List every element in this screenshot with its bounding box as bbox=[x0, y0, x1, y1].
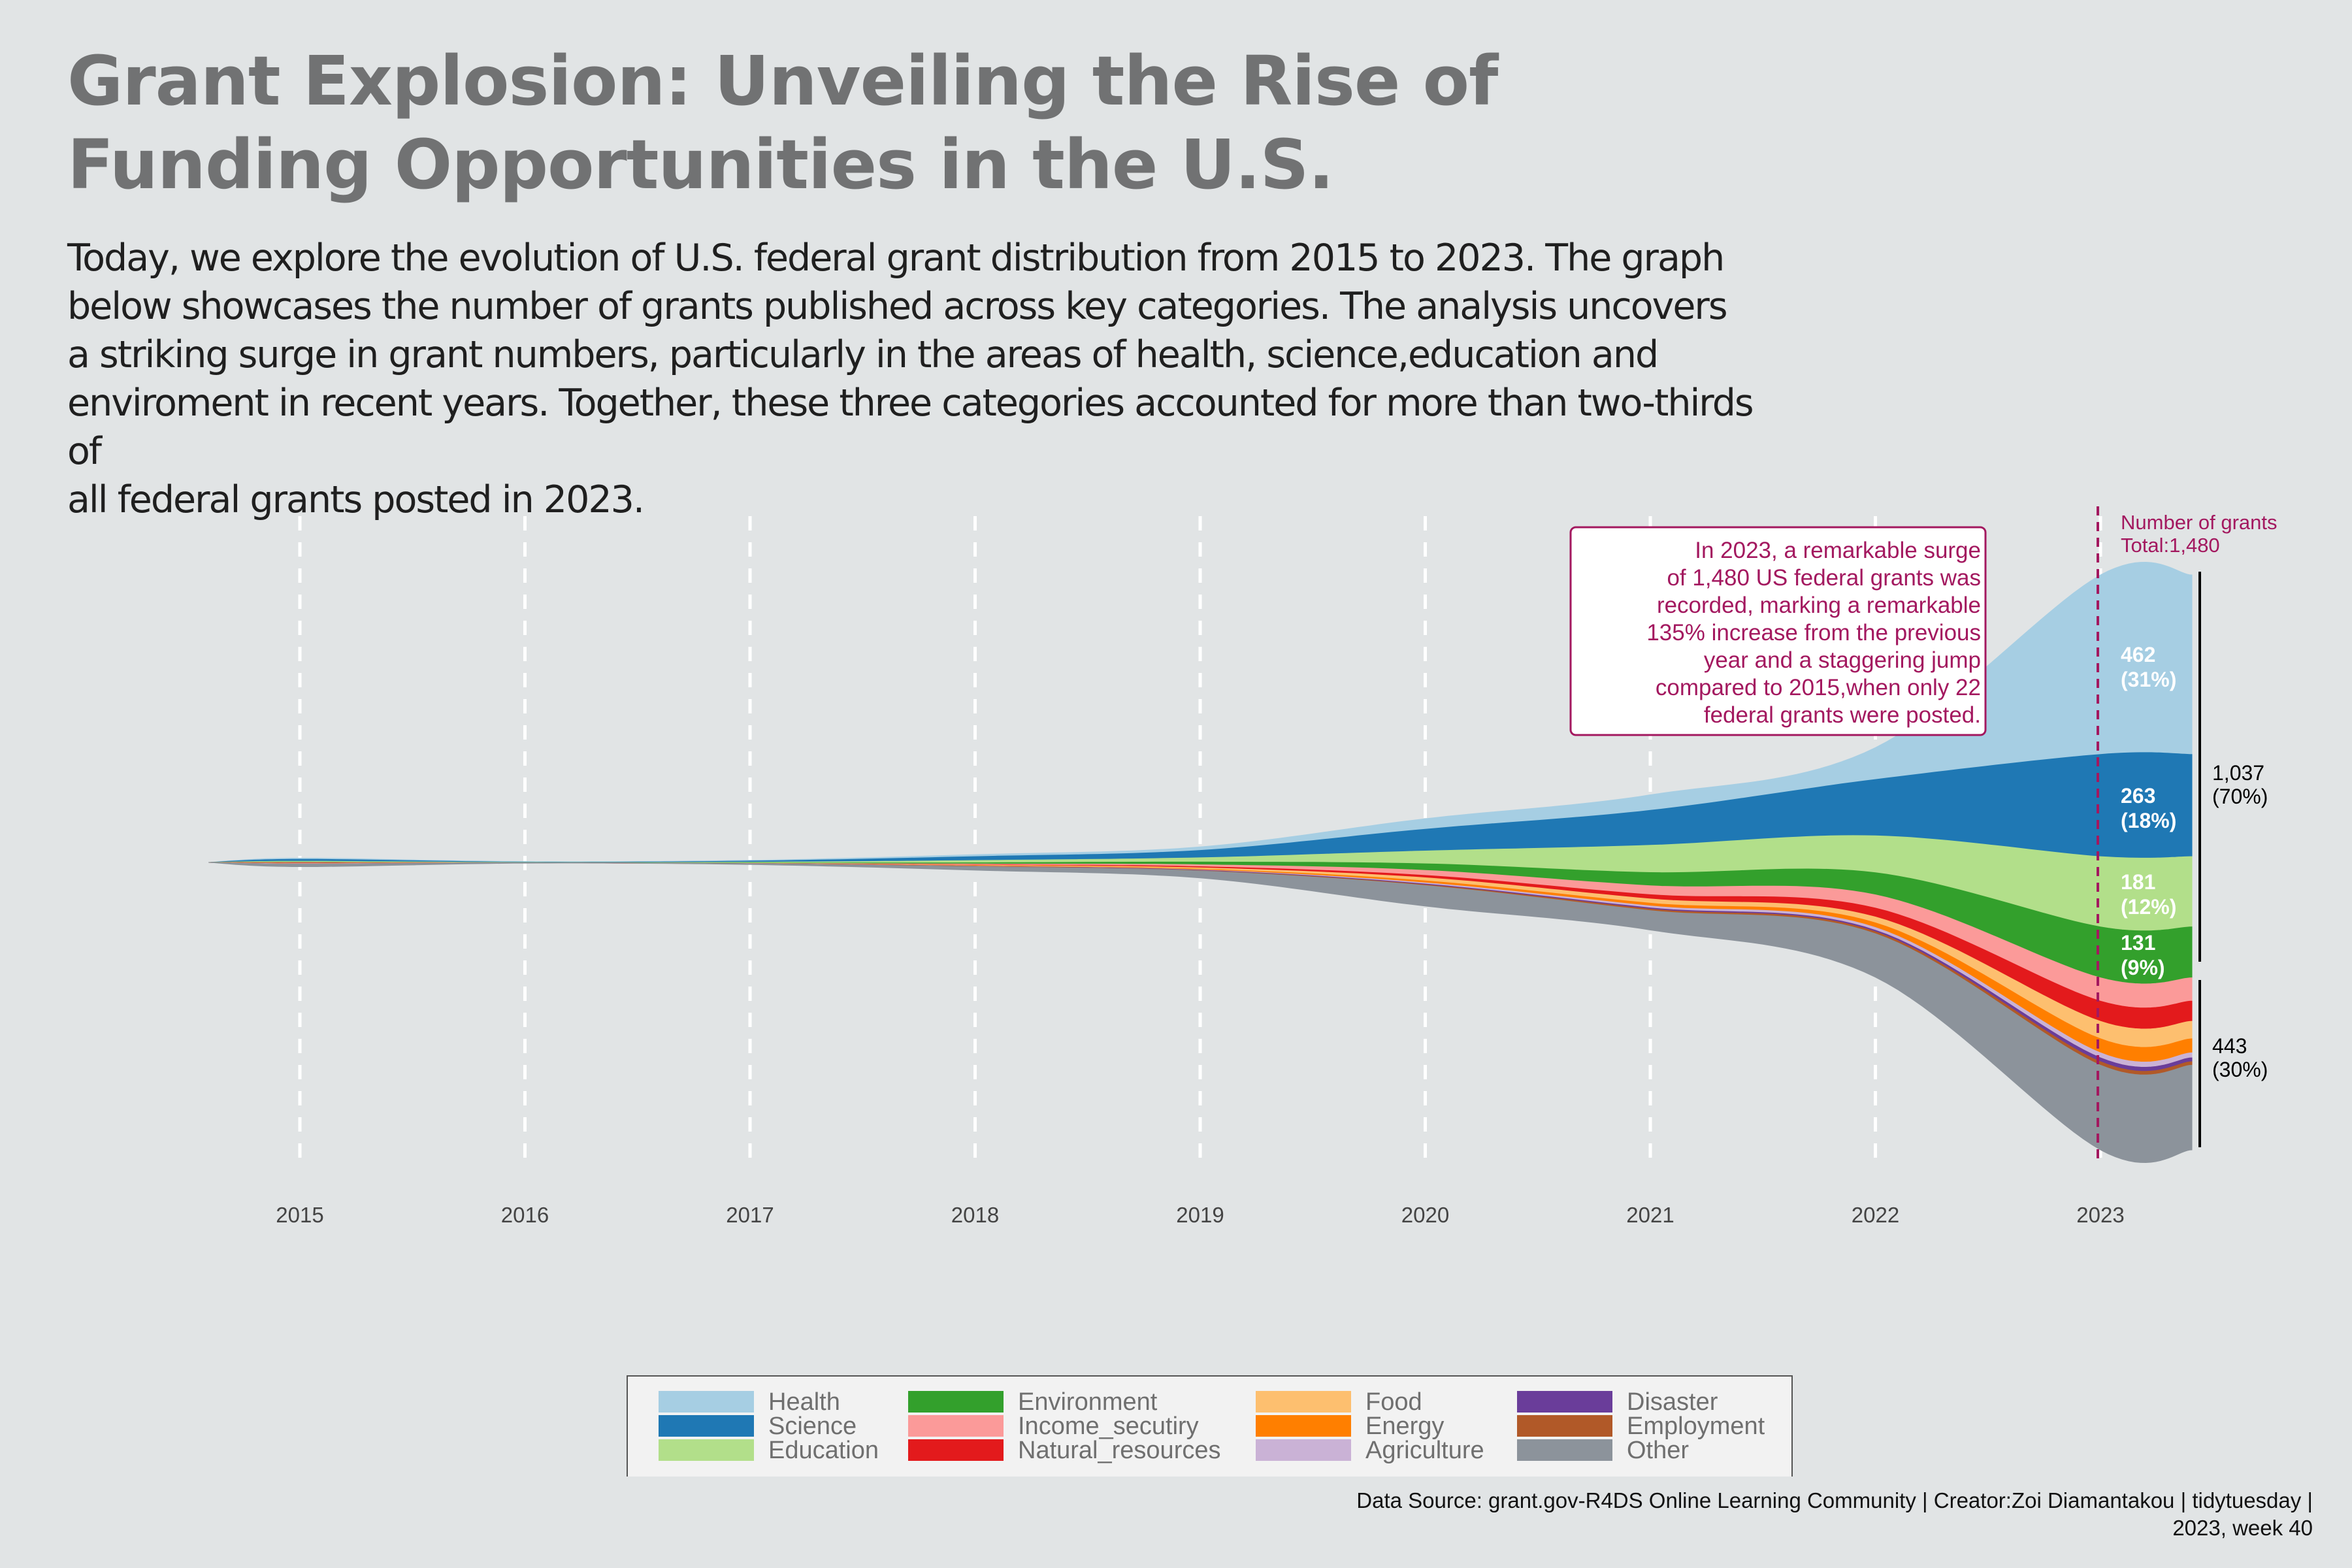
caption: Data Source: grant.gov-R4DS Online Learn… bbox=[1006, 1487, 2313, 1542]
legend-swatch-employment bbox=[1517, 1415, 1612, 1437]
annotation-line: compared to 2015,when only 22 bbox=[1656, 675, 1981, 700]
series-label-value: 131 bbox=[2121, 931, 2155, 955]
legend-swatch-agriculture bbox=[1256, 1439, 1351, 1461]
total-grants-label: Total:1,480 bbox=[2121, 534, 2220, 557]
x-tick-2020: 2020 bbox=[1401, 1203, 1449, 1227]
legend-swatch-education bbox=[659, 1439, 754, 1461]
annotation-line: year and a staggering jump bbox=[1704, 647, 1981, 673]
bracket-top-percent: (70%) bbox=[2212, 785, 2268, 808]
legend-label-science: Science bbox=[768, 1413, 857, 1440]
subtitle-line: all federal grants posted in 2023. bbox=[67, 478, 645, 521]
legend-label-employment: Employment bbox=[1627, 1413, 1765, 1440]
legend-label-health: Health bbox=[768, 1388, 840, 1416]
legend-label-energy: Energy bbox=[1365, 1413, 1444, 1440]
x-tick-2015: 2015 bbox=[276, 1203, 323, 1227]
legend-label-education: Education bbox=[768, 1437, 879, 1464]
legend-swatch-income-secutiry bbox=[908, 1415, 1004, 1437]
annotation-line: recorded, marking a remarkable bbox=[1657, 593, 1981, 618]
series-label-percent: (18%) bbox=[2121, 809, 2176, 832]
x-tick-2023: 2023 bbox=[2076, 1203, 2124, 1227]
series-label-percent: (12%) bbox=[2121, 895, 2176, 919]
stream-layers bbox=[208, 561, 2193, 1164]
legend-label-food: Food bbox=[1365, 1388, 1422, 1416]
legend-label-environment: Environment bbox=[1018, 1388, 1158, 1416]
annotation-line: of 1,480 US federal grants was bbox=[1667, 565, 1981, 591]
series-label-value: 263 bbox=[2121, 784, 2155, 808]
bracket-bottom-value: 443 bbox=[2212, 1034, 2247, 1058]
series-label-value: 462 bbox=[2121, 643, 2155, 666]
title-line-1: Grant Explosion: Unveiling the Rise of bbox=[67, 41, 1498, 121]
legend-swatch-energy bbox=[1256, 1415, 1351, 1437]
legend-swatch-food bbox=[1256, 1391, 1351, 1413]
caption-line-2: 2023, week 40 bbox=[2172, 1516, 2313, 1540]
annotation-line: 135% increase from the previous bbox=[1646, 620, 1981, 645]
year-2023-marker: Number of grants Total:1,480 bbox=[2097, 506, 2278, 1163]
legend-label-natural-resources: Natural_resources bbox=[1018, 1437, 1220, 1464]
share-brackets: 1,037 (70%) 443 (30%) bbox=[2198, 572, 2268, 1147]
legend-swatch-science bbox=[659, 1415, 754, 1437]
legend-swatch-natural-resources bbox=[908, 1439, 1004, 1461]
legend-swatch-disaster bbox=[1517, 1391, 1612, 1413]
subtitle-line: below showcases the number of grants pub… bbox=[67, 285, 1728, 328]
x-tick-2017: 2017 bbox=[726, 1203, 774, 1227]
x-tick-2019: 2019 bbox=[1176, 1203, 1224, 1227]
x-tick-2022: 2022 bbox=[1852, 1203, 1899, 1227]
series-label-value: 181 bbox=[2121, 870, 2155, 894]
series-label-percent: (9%) bbox=[2121, 956, 2165, 979]
annotation-line: In 2023, a remarkable surge bbox=[1695, 538, 1981, 563]
legend-swatch-health bbox=[659, 1391, 754, 1413]
legend-swatch-environment bbox=[908, 1391, 1004, 1413]
number-of-grants-label: Number of grants bbox=[2121, 511, 2278, 534]
legend-label-agriculture: Agriculture bbox=[1365, 1437, 1484, 1464]
x-tick-2021: 2021 bbox=[1626, 1203, 1674, 1227]
legend-swatch-other bbox=[1517, 1439, 1612, 1461]
series-value-labels: 462(31%) 263(18%) 181(12%) 131(9%) bbox=[2121, 643, 2176, 979]
subtitle-line: Today, we explore the evolution of U.S. … bbox=[67, 237, 1725, 280]
chart-title: Grant Explosion: Unveiling the Rise of F… bbox=[67, 39, 1635, 206]
title-line-2: Funding Opportunities in the U.S. bbox=[67, 125, 1334, 204]
subtitle-line: enviroment in recent years. Together, th… bbox=[67, 382, 1754, 473]
streamgraph-chart: Number of grants Total:1,480 In 2023, a … bbox=[208, 506, 2278, 1477]
legend-label-disaster: Disaster bbox=[1627, 1388, 1718, 1416]
subtitle-line: a striking surge in grant numbers, parti… bbox=[67, 333, 1659, 376]
chart-subtitle: Today, we explore the evolution of U.S. … bbox=[67, 234, 1779, 524]
bracket-top-value: 1,037 bbox=[2212, 761, 2264, 785]
x-axis-tick-labels: 2015 2016 2017 2018 2019 2020 2021 2022 2023 bbox=[276, 1203, 2124, 1227]
caption-line-1: Data Source: grant.gov-R4DS Online Learn… bbox=[1356, 1488, 2313, 1512]
stream-other bbox=[208, 862, 2193, 1164]
series-label-percent: (31%) bbox=[2121, 668, 2176, 691]
legend-label-other: Other bbox=[1627, 1437, 1689, 1464]
x-tick-2018: 2018 bbox=[951, 1203, 999, 1227]
annotation-line: federal grants were posted. bbox=[1704, 702, 1981, 728]
x-tick-2016: 2016 bbox=[501, 1203, 549, 1227]
legend-label-income-secutiry: Income_secutiry bbox=[1018, 1413, 1199, 1440]
bracket-bottom-percent: (30%) bbox=[2212, 1058, 2268, 1081]
annotation-frame bbox=[1569, 526, 1987, 736]
